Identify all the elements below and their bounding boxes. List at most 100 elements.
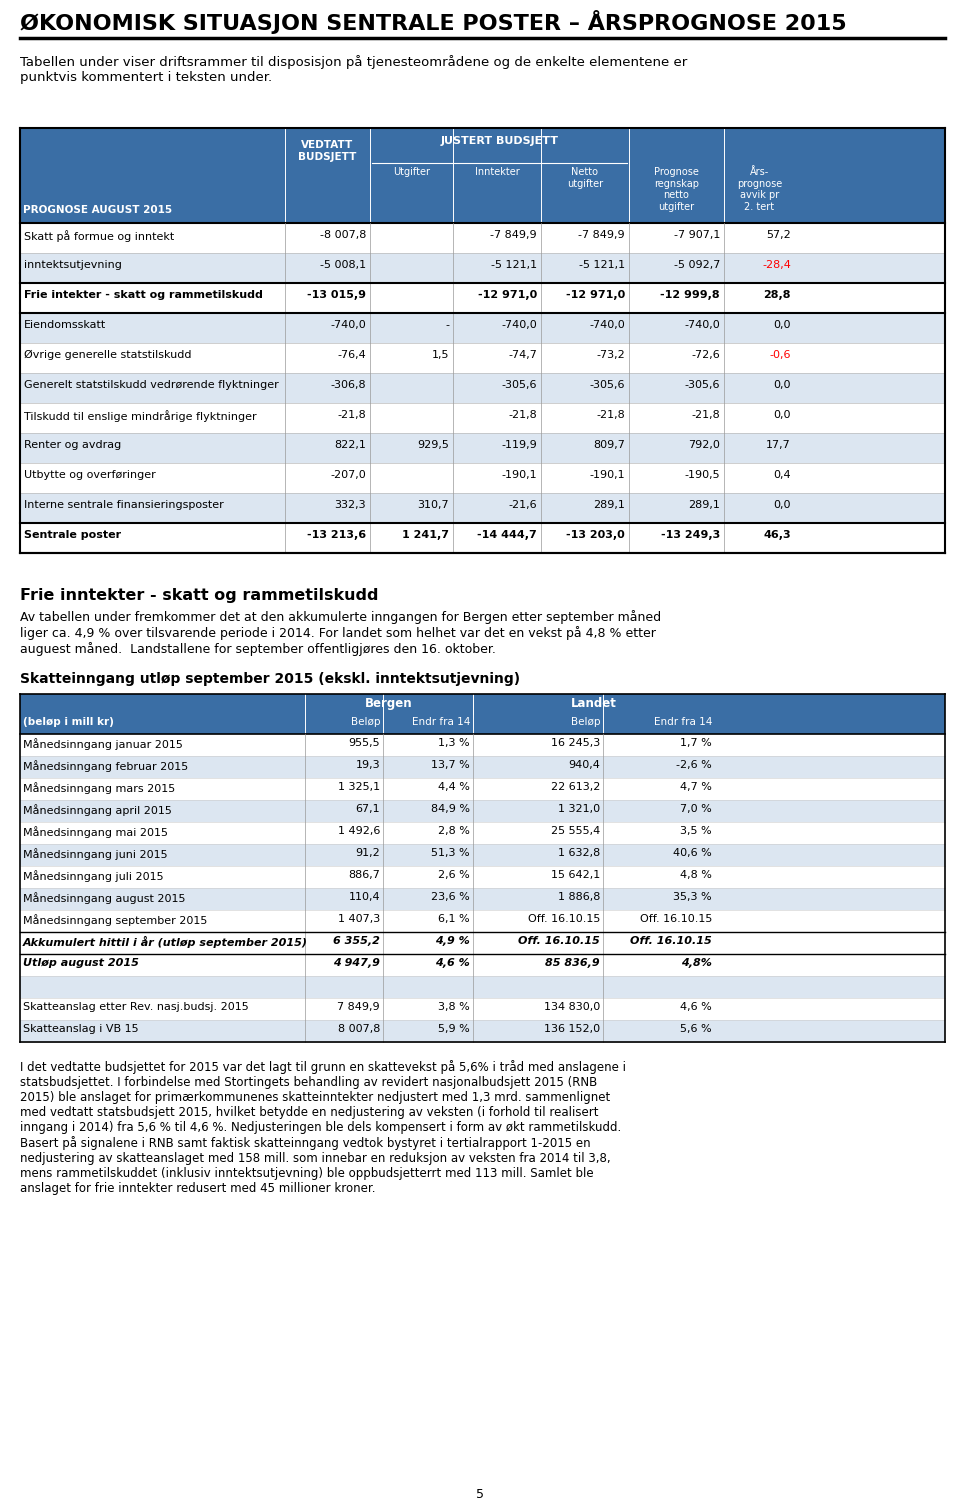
Text: 28,8: 28,8	[763, 289, 791, 300]
Text: -119,9: -119,9	[501, 440, 537, 451]
Text: -8 007,8: -8 007,8	[320, 231, 366, 240]
Text: Utgifter: Utgifter	[393, 167, 430, 176]
Text: 929,5: 929,5	[418, 440, 449, 451]
Text: 0,0: 0,0	[774, 319, 791, 330]
Bar	[20, 844, 945, 867]
Text: 955,5: 955,5	[348, 738, 380, 747]
Text: -21,8: -21,8	[596, 410, 625, 420]
Text: -74,7: -74,7	[508, 350, 537, 360]
Text: 51,3 %: 51,3 %	[431, 848, 470, 857]
Text: 4,9 %: 4,9 %	[435, 936, 470, 946]
Text: Månedsinngang august 2015: Månedsinngang august 2015	[23, 892, 185, 904]
Text: Interne sentrale finansieringsposter: Interne sentrale finansieringsposter	[24, 500, 224, 509]
Text: 46,3: 46,3	[763, 530, 791, 540]
Bar	[20, 910, 945, 931]
Text: -305,6: -305,6	[684, 380, 720, 390]
Text: 1 492,6: 1 492,6	[338, 826, 380, 836]
Text: -5 008,1: -5 008,1	[320, 261, 366, 270]
Text: -: -	[445, 319, 449, 330]
Text: Utbytte og overføringer: Utbytte og overføringer	[24, 470, 156, 481]
Bar	[20, 954, 945, 977]
Text: 5,6 %: 5,6 %	[681, 1023, 712, 1034]
Text: -13 203,0: -13 203,0	[566, 530, 625, 540]
Text: Skatteanslag i VB 15: Skatteanslag i VB 15	[23, 1023, 138, 1034]
Text: 23,6 %: 23,6 %	[431, 892, 470, 903]
Text: 4,8%: 4,8%	[682, 958, 712, 967]
Text: -5 092,7: -5 092,7	[674, 261, 720, 270]
Text: 67,1: 67,1	[355, 805, 380, 814]
Text: Off. 16.10.15: Off. 16.10.15	[528, 915, 600, 924]
Bar	[20, 128, 945, 223]
Text: -740,0: -740,0	[330, 319, 366, 330]
Text: -14 444,7: -14 444,7	[477, 530, 537, 540]
Text: 310,7: 310,7	[418, 500, 449, 509]
Text: 4,7 %: 4,7 %	[680, 782, 712, 793]
Text: 5,9 %: 5,9 %	[439, 1023, 470, 1034]
Text: -28,4: -28,4	[762, 261, 791, 270]
Bar	[20, 463, 945, 493]
Text: 0,0: 0,0	[774, 500, 791, 509]
Text: 289,1: 289,1	[688, 500, 720, 509]
Text: I det vedtatte budsjettet for 2015 var det lagt til grunn en skattevekst på 5,6%: I det vedtatte budsjettet for 2015 var d…	[20, 1059, 626, 1195]
Text: 1,3 %: 1,3 %	[439, 738, 470, 747]
Text: 19,3: 19,3	[355, 760, 380, 770]
Text: 1 325,1: 1 325,1	[338, 782, 380, 793]
Bar	[20, 734, 945, 757]
Text: 2,8 %: 2,8 %	[438, 826, 470, 836]
Text: Skatteanslag etter Rev. nasj.budsj. 2015: Skatteanslag etter Rev. nasj.budsj. 2015	[23, 1002, 249, 1013]
Bar	[20, 931, 945, 954]
Text: 110,4: 110,4	[348, 892, 380, 903]
Bar	[20, 1020, 945, 1041]
Text: 84,9 %: 84,9 %	[431, 805, 470, 814]
Text: -7 849,9: -7 849,9	[491, 231, 537, 240]
Text: Månedsinngang juni 2015: Månedsinngang juni 2015	[23, 848, 168, 860]
Text: 2,6 %: 2,6 %	[439, 870, 470, 880]
Text: -21,6: -21,6	[509, 500, 537, 509]
Text: Endr fra 14: Endr fra 14	[412, 717, 470, 726]
Text: (beløp i mill kr): (beløp i mill kr)	[23, 717, 114, 726]
Text: -740,0: -740,0	[684, 319, 720, 330]
Text: -12 971,0: -12 971,0	[565, 289, 625, 300]
Text: Av tabellen under fremkommer det at den akkumulerte inngangen for Bergen etter s: Av tabellen under fremkommer det at den …	[20, 610, 661, 656]
Text: Månedsinngang mai 2015: Månedsinngang mai 2015	[23, 826, 168, 838]
Text: VEDTATT
BUDSJETT: VEDTATT BUDSJETT	[299, 140, 357, 161]
Text: -21,8: -21,8	[508, 410, 537, 420]
Bar	[20, 223, 945, 253]
Text: 136 152,0: 136 152,0	[544, 1023, 600, 1034]
Text: 1 407,3: 1 407,3	[338, 915, 380, 924]
Text: 6 355,2: 6 355,2	[333, 936, 380, 946]
Bar	[20, 283, 945, 313]
Text: 4,4 %: 4,4 %	[438, 782, 470, 793]
Text: -13 015,9: -13 015,9	[307, 289, 366, 300]
Text: Øvrige generelle statstilskudd: Øvrige generelle statstilskudd	[24, 350, 191, 360]
Text: 57,2: 57,2	[766, 231, 791, 240]
Text: 4,6 %: 4,6 %	[681, 1002, 712, 1013]
Text: 0,0: 0,0	[774, 380, 791, 390]
Text: -305,6: -305,6	[501, 380, 537, 390]
Bar	[20, 433, 945, 463]
Text: 85 836,9: 85 836,9	[545, 958, 600, 967]
Text: 1 241,7: 1 241,7	[402, 530, 449, 540]
Text: Månedsinngang mars 2015: Månedsinngang mars 2015	[23, 782, 176, 794]
Text: 22 613,2: 22 613,2	[551, 782, 600, 793]
Text: 940,4: 940,4	[568, 760, 600, 770]
Text: 15 642,1: 15 642,1	[551, 870, 600, 880]
Text: -13 213,6: -13 213,6	[307, 530, 366, 540]
Text: 0,4: 0,4	[774, 470, 791, 481]
Text: -740,0: -740,0	[589, 319, 625, 330]
Text: Skatt på formue og inntekt: Skatt på formue og inntekt	[24, 231, 175, 243]
Text: Off. 16.10.15: Off. 16.10.15	[518, 936, 600, 946]
Text: Generelt statstilskudd vedrørende flyktninger: Generelt statstilskudd vedrørende flyktn…	[24, 380, 278, 390]
Text: 91,2: 91,2	[355, 848, 380, 857]
Text: Tabellen under viser driftsrammer til disposisjon på tjenesteområdene og de enke: Tabellen under viser driftsrammer til di…	[20, 54, 687, 84]
Text: -207,0: -207,0	[330, 470, 366, 481]
Text: Skatteinngang utløp september 2015 (ekskl. inntektsutjevning): Skatteinngang utløp september 2015 (eksk…	[20, 672, 520, 686]
Bar	[20, 344, 945, 374]
Text: 8 007,8: 8 007,8	[338, 1023, 380, 1034]
Text: Månedsinngang juli 2015: Månedsinngang juli 2015	[23, 870, 163, 882]
Text: 3,5 %: 3,5 %	[681, 826, 712, 836]
Text: -740,0: -740,0	[501, 319, 537, 330]
Text: 13,7 %: 13,7 %	[431, 760, 470, 770]
Bar	[20, 313, 945, 344]
Bar	[20, 977, 945, 998]
